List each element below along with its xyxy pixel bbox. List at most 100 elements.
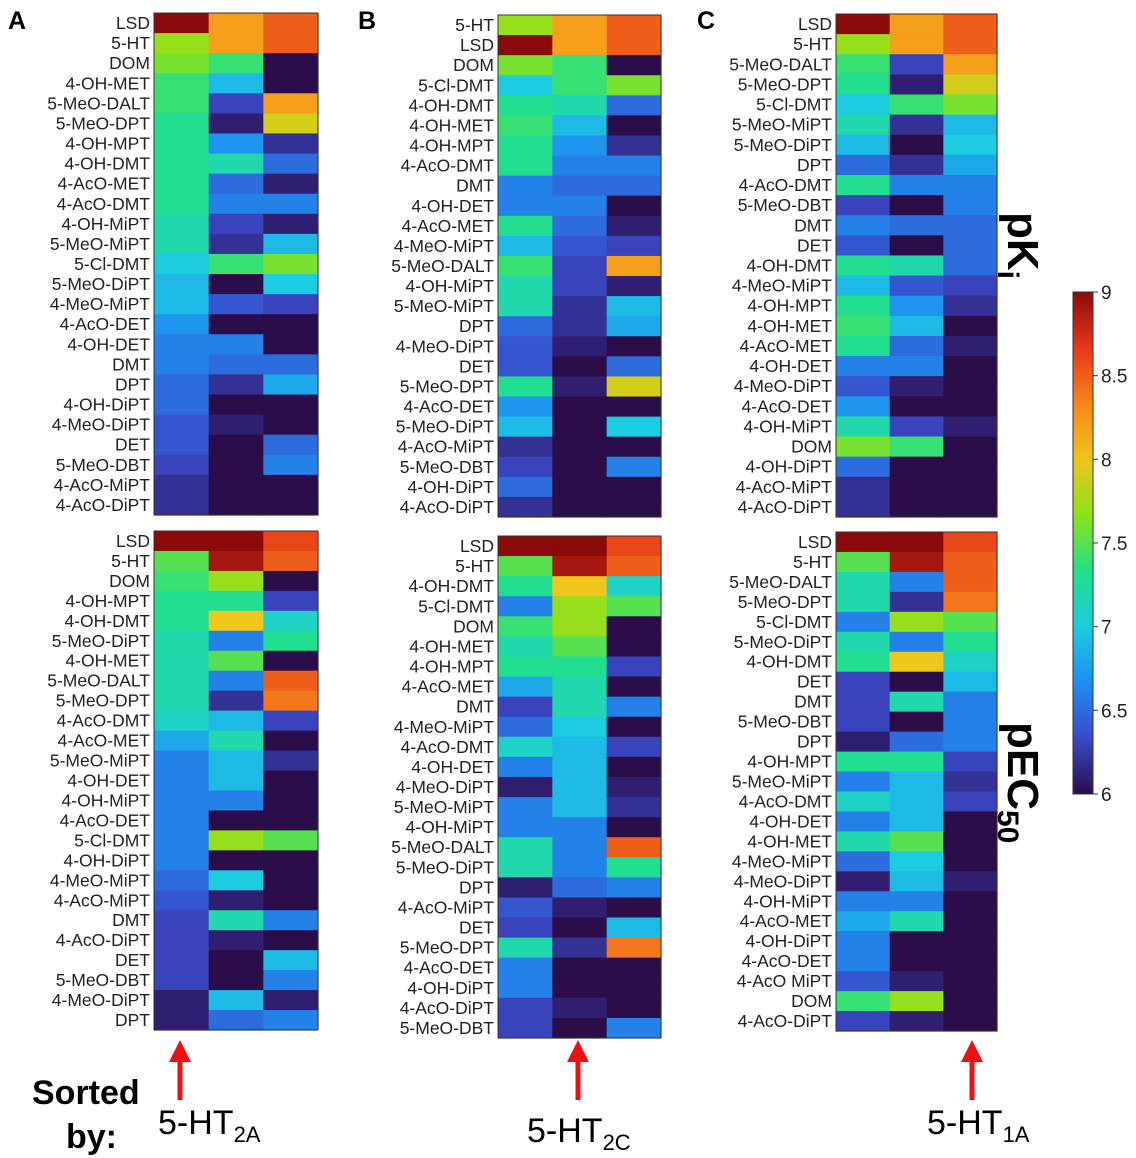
heatmap-cell	[208, 570, 264, 592]
heatmap-cell	[552, 616, 608, 637]
heatmap-cell	[263, 830, 319, 851]
heatmap-cell	[889, 931, 944, 952]
heatmap-cell	[889, 14, 944, 35]
heatmap-cell	[606, 596, 662, 617]
row-label: 4-OH-MPT	[65, 134, 150, 154]
heatmap-cell	[208, 454, 264, 476]
heatmap-cell	[943, 54, 998, 75]
heatmap-cell	[154, 531, 210, 552]
row-label: DMT	[112, 910, 150, 930]
row-label: 5-MeO-DPT	[400, 938, 495, 958]
row-label: 4-AcO-MET	[58, 174, 151, 194]
row-label: 4-MeO-MiPT	[50, 870, 150, 890]
sort-arrow	[567, 1040, 589, 1100]
heatmap-cell	[836, 751, 891, 773]
row-label: 4-AcO-MET	[58, 731, 151, 751]
row-label: 5-MeO-DBT	[738, 712, 833, 732]
receptor-label-2a-main: 5-HT	[158, 1104, 234, 1142]
heatmap-cell	[154, 970, 210, 991]
row-label: 4-OH-DiPT	[63, 850, 150, 870]
row-label: DOM	[791, 991, 832, 1011]
receptor-label-1a-main: 5-HT	[927, 1104, 1003, 1142]
heatmap-cell	[943, 356, 998, 377]
heatmap-cell	[836, 416, 891, 438]
heatmap-cell	[208, 13, 264, 34]
sorted-by-line2: by:	[66, 1118, 117, 1156]
heatmap-cell	[154, 213, 210, 235]
row-label: 4-AcO-MET	[402, 216, 495, 236]
heatmap-cell	[889, 711, 944, 733]
row-label: LSD	[460, 536, 494, 556]
row-label: DPT	[459, 877, 494, 897]
heatmap-cell	[943, 174, 998, 196]
heatmap-cell	[943, 255, 998, 277]
heatmap-cell	[889, 951, 944, 972]
heatmap-cell	[263, 213, 319, 235]
row-label: 4-AcO-MET	[402, 677, 495, 697]
heatmap-cell	[498, 736, 553, 758]
heatmap-cell	[836, 811, 891, 832]
heatmap-cell	[498, 857, 553, 878]
heatmap-cell	[208, 414, 264, 436]
row-label: 5-MeO-DPT	[400, 377, 495, 397]
heatmap-cell	[943, 275, 998, 297]
sorted-by-line1: Sorted	[32, 1074, 140, 1112]
row-label: 5-MeO-DiPT	[52, 631, 151, 651]
row-label: 4-AcO-MiPT	[54, 475, 151, 495]
heatmap-cell	[263, 494, 319, 516]
heatmap-cell	[552, 997, 608, 1019]
heatmap-cell	[606, 15, 662, 36]
heatmap-cell	[606, 436, 662, 458]
heatmap-cell	[552, 356, 608, 378]
heatmap-cell	[263, 770, 319, 792]
heatmap-cell	[263, 650, 319, 672]
heatmap-cell	[889, 376, 944, 397]
heatmap-cell	[606, 496, 662, 518]
heatmap-cell	[943, 335, 998, 357]
heatmap-cell	[836, 911, 891, 932]
heatmap-cell	[208, 690, 264, 712]
heatmap-cell	[889, 496, 944, 518]
row-label: 5-MeO-DALT	[47, 93, 150, 113]
heatmap-cell	[836, 376, 891, 397]
row-label: DMT	[456, 697, 494, 717]
heatmap-cell	[154, 53, 210, 74]
heatmap-cell	[606, 877, 662, 899]
row-label: 5-MeO-DPT	[738, 592, 833, 612]
heatmap-cell	[889, 416, 944, 438]
row-label: 4-OH-MPT	[747, 296, 832, 316]
heatmap-cell	[606, 756, 662, 778]
heatmap-cell	[889, 691, 944, 713]
heatmap-cell	[208, 590, 264, 612]
row-label: 4-MeO-DiPT	[396, 777, 495, 797]
row-label: 5-HT	[793, 34, 832, 54]
heatmap-c-pki: LSD5-HT5-MeO-DALT5-MeO-DPT5-Cl-DMT5-MeO-…	[729, 13, 998, 518]
heatmap-cell	[263, 193, 319, 215]
heatmap-cell	[943, 591, 998, 613]
heatmap-c-pec50: LSD5-HT5-MeO-DALT5-MeO-DPT5-Cl-DMT5-MeO-…	[729, 531, 998, 1032]
row-label: 4-OH-MET	[747, 831, 832, 851]
heatmap-cell	[836, 791, 891, 813]
heatmap-a-pki: LSD5-HTDOM4-OH-MET5-MeO-DALT5-MeO-DPT4-O…	[47, 12, 319, 516]
heatmap-cell	[498, 15, 553, 36]
heatmap-cell	[606, 536, 662, 557]
heatmap-cell	[208, 550, 264, 572]
heatmap-cell	[889, 174, 944, 196]
row-label: 5-MeO-DBT	[738, 195, 833, 215]
row-label: 4-OH-MPT	[409, 657, 494, 677]
heatmap-cell	[552, 556, 608, 577]
heatmap-cell	[498, 55, 553, 76]
row-label: LSD	[460, 35, 494, 55]
heatmap-cell	[498, 977, 553, 999]
heatmap-cell	[943, 134, 998, 156]
heatmap-cell	[606, 296, 662, 317]
heatmap-cell	[836, 436, 891, 458]
heatmap-cell	[154, 73, 210, 94]
heatmap-cell	[208, 850, 264, 871]
heatmap-cell	[208, 73, 264, 94]
row-label: 4-OH-MET	[409, 636, 494, 656]
heatmap-cell	[154, 870, 210, 891]
row-label: 4-OH-MiPT	[744, 891, 833, 911]
row-label: 5-MeO-MiPT	[50, 234, 150, 254]
heatmap-cell	[889, 396, 944, 417]
